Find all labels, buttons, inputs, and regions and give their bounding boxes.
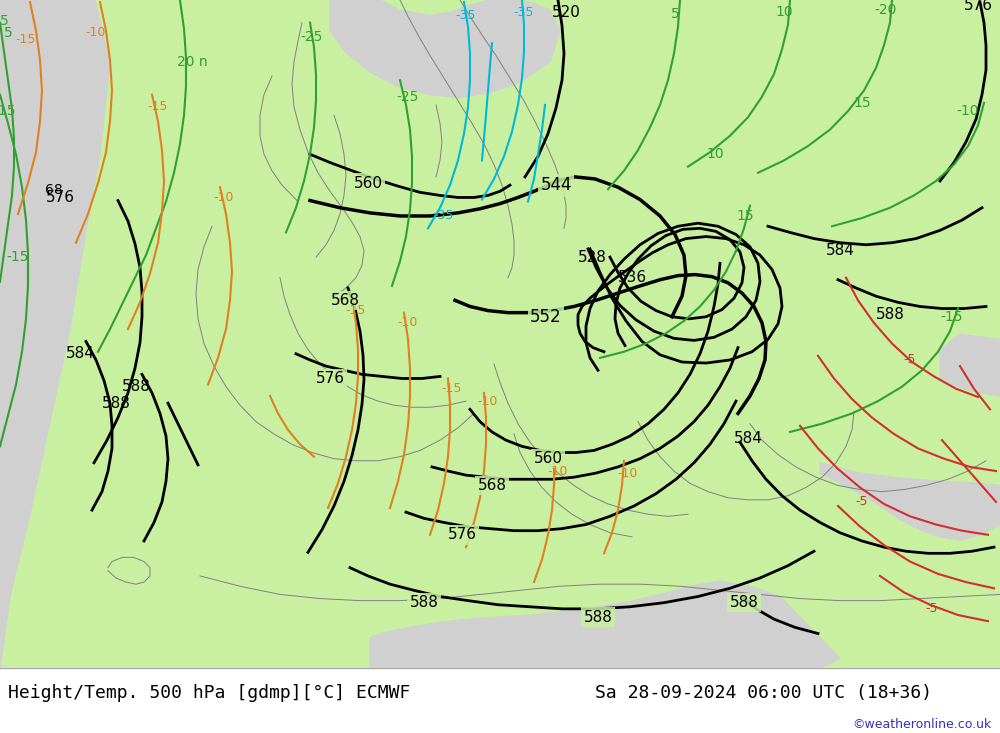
Text: 560: 560 — [354, 176, 382, 191]
Text: -10: -10 — [214, 191, 234, 204]
Text: -10: -10 — [398, 317, 418, 329]
Text: 588: 588 — [584, 610, 612, 625]
Text: 588: 588 — [876, 307, 904, 323]
Text: -10: -10 — [478, 394, 498, 408]
Text: 5: 5 — [671, 7, 679, 21]
Text: 576: 576 — [448, 527, 477, 542]
Polygon shape — [940, 334, 1000, 396]
Text: 15: 15 — [853, 96, 871, 110]
Text: -5: -5 — [904, 353, 916, 366]
Text: 584: 584 — [826, 243, 854, 259]
Text: -10: -10 — [957, 104, 979, 118]
Text: -35: -35 — [434, 210, 454, 223]
Text: 588: 588 — [122, 379, 150, 394]
Text: -35: -35 — [456, 9, 476, 22]
Text: -25: -25 — [301, 30, 323, 44]
Text: -15: -15 — [442, 382, 462, 395]
Text: -35: -35 — [514, 6, 534, 19]
Text: -20: -20 — [875, 3, 897, 18]
Text: 568: 568 — [478, 478, 507, 493]
Text: 552: 552 — [530, 308, 562, 325]
Text: 584: 584 — [734, 430, 762, 446]
Text: 576: 576 — [964, 0, 992, 12]
Text: -15: -15 — [148, 100, 168, 114]
Polygon shape — [820, 463, 1000, 540]
Text: 588: 588 — [410, 595, 438, 610]
Polygon shape — [0, 0, 110, 668]
Text: Height/Temp. 500 hPa [gdmp][°C] ECMWF: Height/Temp. 500 hPa [gdmp][°C] ECMWF — [8, 684, 410, 701]
Text: 588: 588 — [730, 595, 758, 610]
Text: 520: 520 — [552, 5, 580, 20]
Polygon shape — [330, 0, 560, 97]
Text: 576: 576 — [316, 371, 344, 386]
Text: 5: 5 — [0, 14, 8, 28]
Polygon shape — [0, 0, 1000, 668]
Text: 10: 10 — [706, 147, 724, 161]
Text: 536: 536 — [617, 270, 647, 285]
Text: -5: -5 — [926, 603, 938, 615]
Text: 544: 544 — [540, 176, 572, 194]
Text: 588: 588 — [102, 396, 130, 410]
Text: -10: -10 — [548, 465, 568, 477]
Text: 15: 15 — [736, 209, 754, 223]
Text: -15: -15 — [16, 32, 36, 45]
Text: -15: -15 — [941, 310, 963, 324]
Polygon shape — [0, 123, 30, 175]
Text: -10: -10 — [86, 26, 106, 40]
Polygon shape — [370, 581, 840, 668]
Text: 560: 560 — [534, 452, 562, 466]
Text: 528: 528 — [578, 250, 606, 265]
Text: 576: 576 — [46, 190, 74, 205]
Text: 584: 584 — [66, 346, 94, 361]
Text: 10: 10 — [775, 5, 793, 19]
Text: -15: -15 — [0, 104, 16, 118]
Text: 568: 568 — [330, 292, 360, 308]
Text: ©weatheronline.co.uk: ©weatheronline.co.uk — [853, 718, 992, 732]
Text: -15: -15 — [7, 250, 29, 264]
Text: -15: -15 — [346, 304, 366, 317]
Text: -5: -5 — [856, 496, 868, 509]
Text: Sa 28-09-2024 06:00 UTC (18+36): Sa 28-09-2024 06:00 UTC (18+36) — [595, 684, 932, 701]
Text: -10: -10 — [618, 467, 638, 479]
Text: 68: 68 — [45, 183, 63, 197]
Text: 5: 5 — [4, 26, 12, 40]
Text: 20 n: 20 n — [177, 55, 207, 69]
Text: -25: -25 — [397, 89, 419, 103]
